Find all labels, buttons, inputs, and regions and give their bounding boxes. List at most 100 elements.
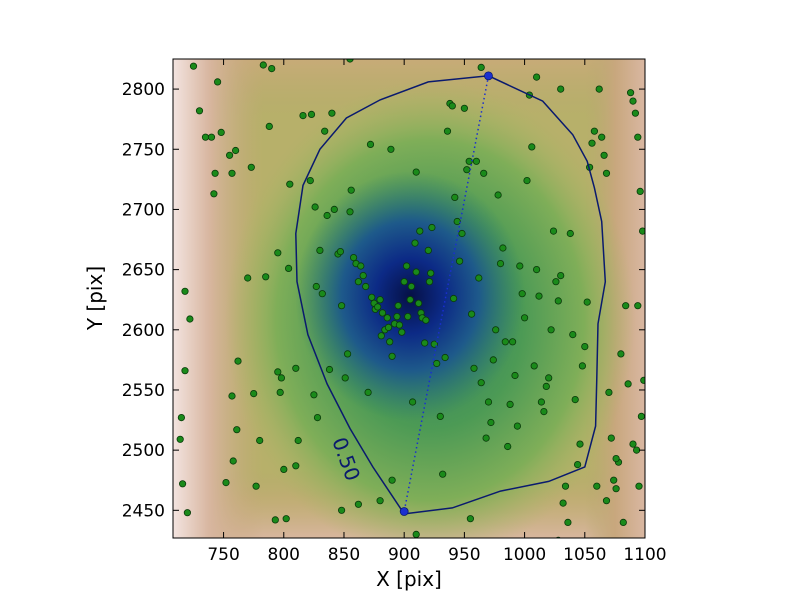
data-point	[499, 244, 507, 252]
x-tick-label: 950	[448, 545, 480, 565]
data-point	[416, 227, 424, 235]
data-point	[294, 436, 302, 445]
data-point	[408, 398, 417, 406]
data-point	[336, 248, 344, 256]
data-point	[631, 109, 640, 117]
data-point	[195, 107, 204, 115]
data-point	[470, 364, 478, 372]
data-point	[463, 166, 471, 174]
data-point	[637, 412, 645, 420]
data-point	[411, 239, 419, 247]
data-point	[487, 418, 495, 427]
data-point	[346, 208, 354, 216]
data-point	[460, 104, 468, 112]
data-point	[489, 356, 497, 364]
data-point	[181, 367, 189, 375]
data-point	[388, 476, 396, 484]
data-point	[557, 271, 565, 280]
data-point	[634, 302, 642, 310]
data-point	[600, 151, 608, 159]
data-point	[386, 338, 394, 346]
data-point	[636, 187, 644, 195]
y-tick-label: 2450	[122, 501, 165, 521]
y-tick-label: 2500	[122, 441, 165, 461]
data-point	[605, 388, 613, 396]
data-point	[280, 465, 288, 473]
data-point	[518, 290, 526, 298]
data-point	[226, 151, 234, 159]
data-point	[595, 85, 603, 93]
data-point	[602, 497, 611, 505]
data-point	[612, 454, 620, 463]
data-point	[424, 246, 432, 254]
data-point	[607, 434, 615, 442]
data-point	[493, 50, 499, 56]
data-point	[398, 328, 406, 336]
data-point	[328, 109, 336, 117]
data-point	[540, 407, 548, 416]
x-tick-label: 900	[388, 545, 420, 565]
data-point	[313, 413, 322, 422]
data-point	[306, 177, 314, 185]
data-point	[619, 518, 627, 527]
data-point	[593, 482, 601, 490]
data-point	[532, 73, 541, 81]
data-point	[234, 357, 242, 365]
data-point	[349, 254, 358, 262]
data-point	[588, 139, 596, 147]
data-point	[590, 127, 599, 135]
data-point	[407, 282, 415, 291]
x-tick-label: 800	[268, 545, 300, 565]
data-point	[393, 312, 401, 321]
data-point	[451, 193, 459, 201]
data-point	[639, 227, 645, 235]
data-point	[343, 350, 352, 358]
data-point	[341, 374, 349, 382]
data-point	[412, 268, 420, 276]
data-point	[520, 314, 529, 322]
data-point	[387, 145, 395, 153]
data-point	[383, 314, 391, 322]
data-point	[286, 180, 294, 188]
data-point	[449, 50, 455, 56]
data-point	[183, 509, 191, 517]
data-point	[632, 446, 641, 454]
x-axis-label: X [pix]	[376, 567, 442, 591]
data-point	[501, 338, 509, 346]
data-point	[427, 269, 435, 277]
data-point	[384, 323, 393, 331]
data-point	[274, 249, 282, 257]
data-point	[250, 389, 258, 398]
data-point	[573, 460, 582, 469]
data-point	[455, 257, 464, 265]
data-point	[357, 262, 365, 270]
data-point	[537, 398, 546, 406]
data-point	[480, 169, 488, 177]
data-point	[581, 342, 589, 351]
data-point	[292, 364, 300, 372]
data-point	[466, 515, 474, 523]
data-point	[282, 515, 290, 523]
data-point	[365, 50, 371, 56]
data-point	[276, 388, 284, 396]
data-point	[513, 422, 522, 430]
data-point	[177, 413, 185, 422]
data-point	[523, 177, 531, 185]
data-point	[484, 398, 493, 406]
data-point	[425, 278, 434, 286]
y-tick-label: 2800	[122, 80, 165, 100]
data-point	[265, 122, 273, 131]
major-axis-line	[403, 75, 490, 512]
data-point	[482, 434, 490, 442]
data-point	[412, 530, 420, 538]
data-point	[233, 426, 241, 434]
data-point	[612, 485, 620, 493]
data-point	[439, 470, 447, 478]
data-point	[376, 296, 384, 304]
data-point	[337, 506, 346, 514]
data-point	[228, 392, 236, 400]
data-point	[229, 457, 237, 465]
data-point	[443, 127, 452, 135]
data-point	[368, 293, 376, 301]
data-point	[201, 133, 210, 141]
